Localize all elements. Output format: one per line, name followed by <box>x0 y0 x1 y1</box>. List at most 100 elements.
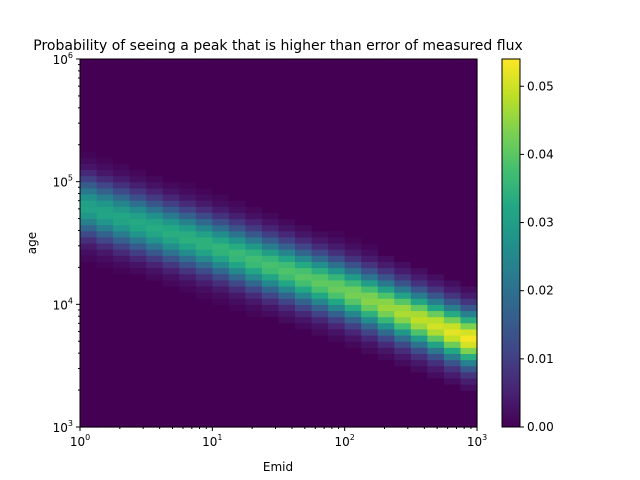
heatmap-cell <box>443 335 462 342</box>
heatmap-cell <box>311 249 329 256</box>
heatmap-cell <box>443 273 462 281</box>
heatmap-cell <box>113 335 131 342</box>
heatmap-cell <box>427 298 445 305</box>
heatmap-cell <box>113 384 131 391</box>
heatmap-cell <box>261 163 280 170</box>
heatmap-cell <box>129 181 147 189</box>
heatmap-cell <box>228 359 247 367</box>
heatmap-cell <box>96 187 114 195</box>
heatmap-cell <box>162 169 180 177</box>
heatmap-cell <box>195 218 213 226</box>
heatmap-cell <box>162 359 180 367</box>
heatmap-cell <box>245 218 263 226</box>
heatmap-cell <box>179 151 197 158</box>
heatmap-cell <box>311 89 329 97</box>
heatmap-cell <box>460 132 478 140</box>
heatmap-cell <box>394 101 412 109</box>
heatmap-cell <box>410 279 428 287</box>
heatmap-cell <box>113 71 131 78</box>
heatmap-cell <box>427 310 445 318</box>
heatmap-cell <box>162 384 180 391</box>
heatmap-cell <box>212 414 230 422</box>
heatmap-cell <box>228 200 247 207</box>
heatmap-cell <box>443 236 462 244</box>
heatmap-cell <box>146 267 164 275</box>
heatmap-cell <box>295 384 313 391</box>
heatmap-cell <box>460 236 478 244</box>
heatmap-cell <box>278 101 296 109</box>
heatmap-cell <box>245 83 263 91</box>
heatmap-cell <box>311 267 329 275</box>
heatmap-cell <box>146 322 164 330</box>
heatmap-cell <box>179 414 197 422</box>
heatmap-cell <box>278 249 296 256</box>
heatmap-cell <box>460 322 478 330</box>
heatmap-cell <box>344 101 362 109</box>
heatmap-cell <box>361 206 379 213</box>
heatmap-cell <box>460 285 478 293</box>
heatmap-cell <box>311 396 329 404</box>
heatmap-cell <box>377 175 395 183</box>
heatmap-cell <box>245 304 263 312</box>
heatmap-cell <box>261 249 280 256</box>
colorbar-tick-label: 0.00 <box>527 420 554 434</box>
heatmap-cell <box>460 377 478 385</box>
heatmap-cell <box>344 414 362 422</box>
heatmap-cell <box>460 359 478 367</box>
heatmap-cell <box>295 420 313 428</box>
heatmap-cell <box>361 120 379 128</box>
heatmap-cell <box>295 341 313 348</box>
heatmap-cell <box>228 347 247 354</box>
heatmap-cell <box>96 126 114 134</box>
heatmap-cell <box>344 132 362 140</box>
heatmap-cell <box>311 138 329 146</box>
heatmap-cell <box>460 181 478 189</box>
heatmap-cell <box>113 157 131 164</box>
heatmap-cell <box>146 108 164 115</box>
heatmap-cell <box>377 138 395 146</box>
heatmap-cell <box>261 328 280 336</box>
heatmap-cell <box>443 365 462 373</box>
heatmap-cell <box>295 157 313 164</box>
heatmap-cell <box>377 163 395 170</box>
heatmap-cell <box>245 95 263 103</box>
heatmap-cell <box>278 83 296 91</box>
heatmap-cell <box>228 328 247 336</box>
heatmap-cell <box>427 114 445 121</box>
heatmap-cell <box>245 249 263 256</box>
heatmap-cell <box>228 95 247 103</box>
heatmap-cell <box>361 187 379 195</box>
heatmap-cell <box>261 377 280 385</box>
heatmap-cell <box>162 77 180 85</box>
heatmap-cell <box>261 218 280 226</box>
heatmap-cell <box>295 163 313 170</box>
heatmap-cell <box>377 279 395 287</box>
heatmap-cell <box>129 255 147 262</box>
heatmap-cell <box>129 77 147 85</box>
heatmap-cell <box>212 285 230 293</box>
heatmap-cell <box>195 420 213 428</box>
heatmap-cell <box>443 132 462 140</box>
heatmap-cell <box>278 224 296 232</box>
heatmap-cell <box>377 108 395 115</box>
heatmap-cell <box>80 101 98 109</box>
heatmap-cell <box>113 328 131 336</box>
heatmap-cell <box>113 408 131 416</box>
heatmap-cell <box>96 206 114 213</box>
heatmap-cell <box>113 175 131 183</box>
heatmap-cell <box>410 298 428 305</box>
heatmap-cell <box>344 59 362 66</box>
heatmap-cell <box>443 144 462 152</box>
heatmap-cell <box>443 304 462 312</box>
heatmap-cell <box>80 138 98 146</box>
heatmap-cell <box>261 347 280 354</box>
heatmap-cell <box>179 108 197 115</box>
heatmap-cell <box>80 89 98 97</box>
heatmap-cell <box>129 359 147 367</box>
heatmap-cell <box>245 132 263 140</box>
heatmap-cell <box>162 298 180 305</box>
heatmap-cell <box>129 396 147 404</box>
heatmap-cells <box>80 59 478 428</box>
heatmap-cell <box>146 181 164 189</box>
heatmap-cell <box>460 347 478 354</box>
